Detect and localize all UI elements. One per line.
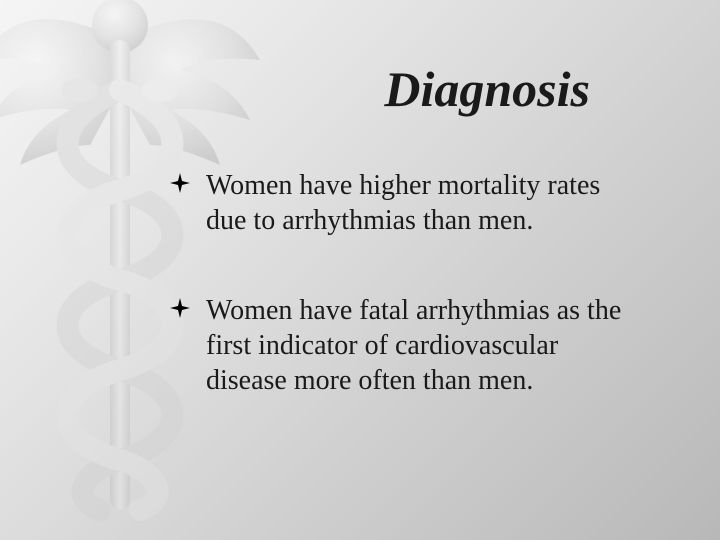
bullet-text: Women have higher mortality rates due to… [206, 170, 600, 236]
slide-container: Diagnosis Women have higher mortality ra… [0, 0, 720, 540]
bullet-item: Women have fatal arrhythmias as the firs… [170, 293, 640, 398]
star-bullet-icon [170, 298, 190, 318]
bullet-item: Women have higher mortality rates due to… [170, 168, 640, 238]
bullet-list: Women have higher mortality rates due to… [160, 168, 660, 398]
star-bullet-icon [170, 173, 190, 193]
slide-title: Diagnosis [160, 60, 660, 118]
bullet-text: Women have fatal arrhythmias as the firs… [206, 295, 621, 396]
